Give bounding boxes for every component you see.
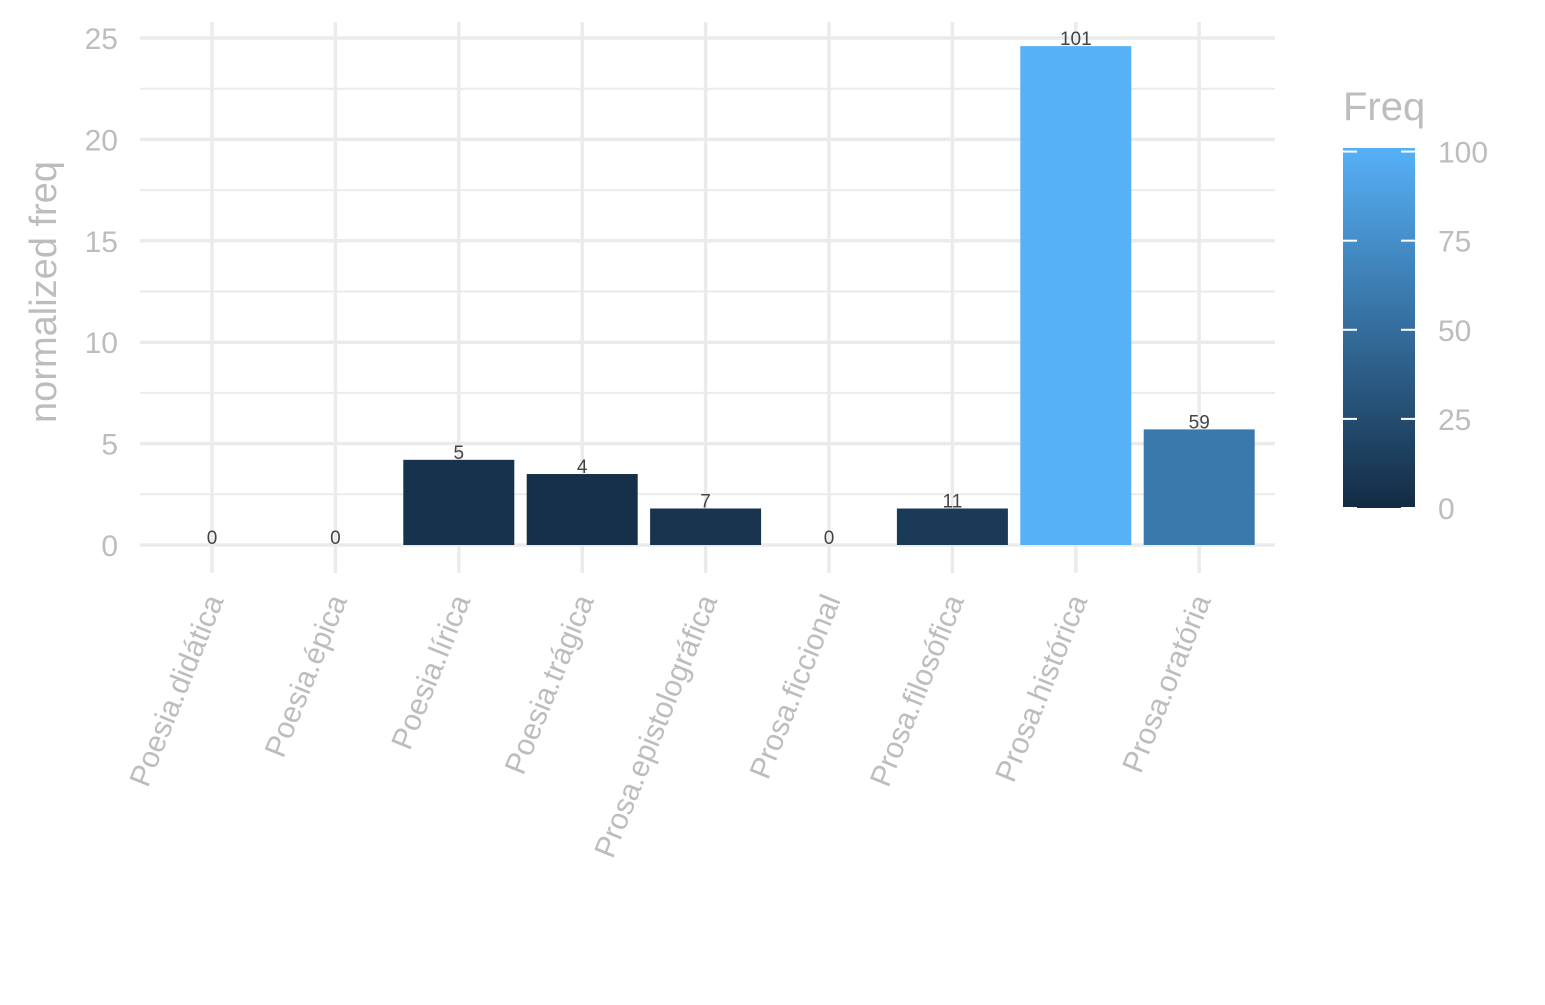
color-legend: Freq 0 25 50 75 100 [1343, 85, 1488, 526]
bar-value-label: 5 [454, 443, 465, 464]
x-tick-label: Poesia.trágica [499, 590, 601, 779]
legend-tick-label: 50 [1438, 315, 1471, 348]
legend-ticks: 0 25 50 75 100 [1343, 137, 1488, 526]
x-tick-label: Prosa.histórica [989, 590, 1094, 787]
legend-tick-label: 75 [1438, 226, 1471, 259]
bar-value-label: 0 [824, 528, 835, 549]
bar [650, 508, 762, 545]
y-tick-label: 25 [85, 23, 118, 56]
y-axis-title: normalized freq [23, 161, 65, 423]
bar-value-label: 0 [207, 528, 218, 549]
legend-tick-label: 100 [1438, 137, 1488, 170]
bar-value-label: 11 [943, 491, 963, 512]
x-tick-label: Prosa.filosófica [864, 590, 971, 791]
data-label-layer: 0 0 5 4 7 0 11 101 59 [207, 29, 1210, 549]
bar [526, 474, 638, 545]
y-tick-label: 5 [101, 429, 118, 462]
legend-tick-label: 25 [1438, 404, 1471, 437]
x-tick-label: Prosa.ficcional [744, 590, 848, 783]
x-tick-label: Prosa.epistolográfica [589, 590, 725, 862]
y-tick-label: 10 [85, 327, 118, 360]
bar [1020, 46, 1132, 545]
x-tick-label: Poesia.didática [124, 590, 231, 791]
bar [1143, 429, 1255, 545]
bar-value-label: 4 [577, 457, 588, 478]
bar-value-label: 101 [1060, 29, 1092, 50]
bar-value-label: 7 [700, 491, 711, 512]
bar [896, 508, 1008, 545]
x-tick-label: Prosa.oratória [1117, 590, 1218, 777]
legend-title: Freq [1343, 85, 1425, 129]
y-tick-label: 0 [101, 530, 118, 563]
bar [403, 459, 515, 545]
legend-tick-label: 0 [1438, 493, 1455, 526]
legend-colorbar [1343, 148, 1415, 508]
bar-value-label: 0 [330, 528, 341, 549]
bar-value-label: 59 [1189, 412, 1210, 433]
y-tick-label: 15 [85, 226, 118, 259]
bar-layer [403, 46, 1255, 545]
x-tick-label: Poesia.épica [259, 590, 354, 762]
y-tick-label: 20 [85, 124, 118, 157]
x-tick-label: Poesia.lírica [385, 590, 477, 754]
